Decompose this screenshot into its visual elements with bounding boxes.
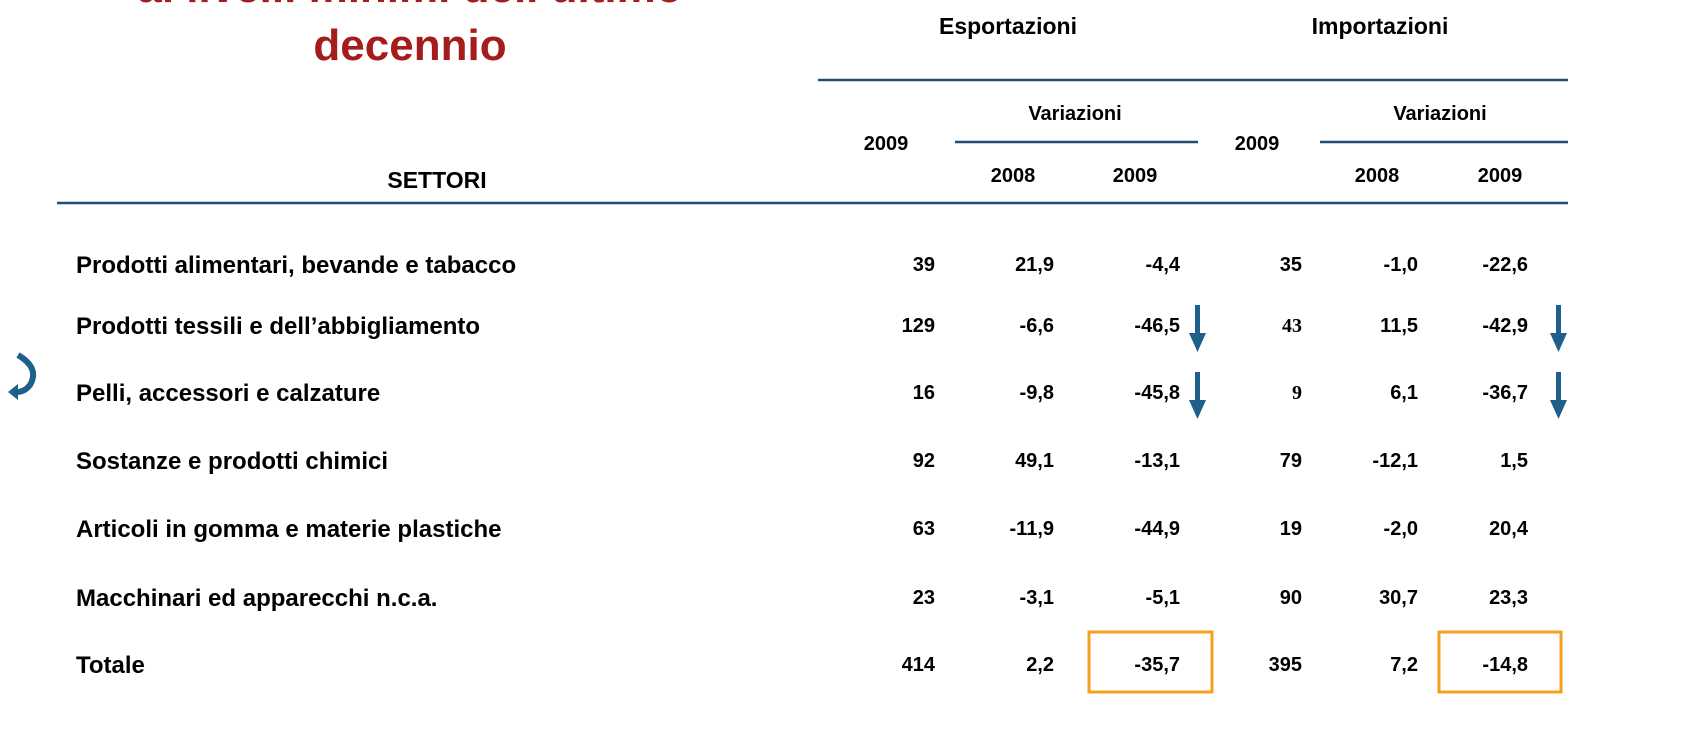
cell: -46,5 <box>1134 315 1180 337</box>
cell: 23 <box>913 587 935 609</box>
return-icon <box>13 352 36 396</box>
cell: -42,9 <box>1482 315 1528 337</box>
row-label: Articoli in gomma e materie plastiche <box>76 516 501 543</box>
cell: 1,5 <box>1500 450 1528 472</box>
row-label: Pelli, accessori e calzature <box>76 380 380 407</box>
sector-header: SETTORI <box>387 167 486 193</box>
cell: 7,2 <box>1390 654 1418 676</box>
row-label: Prodotti tessili e dell’abbigliamento <box>76 313 480 340</box>
title-line: ai livelli minimi dell’ultimo <box>137 0 682 12</box>
cell: -14,8 <box>1482 654 1528 676</box>
year-header: 2009 <box>1478 165 1523 187</box>
cell: -22,6 <box>1482 254 1528 276</box>
cell: 129 <box>902 315 935 337</box>
cell: -4,4 <box>1146 254 1181 276</box>
cell: 90 <box>1280 587 1302 609</box>
cell: 39 <box>913 254 935 276</box>
cell: 11,5 <box>1380 315 1418 337</box>
cell: -6,6 <box>1020 315 1054 337</box>
row-label: Sostanze e prodotti chimici <box>76 448 388 475</box>
cell: 35 <box>1280 254 1302 276</box>
cell: -35,7 <box>1134 654 1180 676</box>
cell: 16 <box>913 382 935 404</box>
title-line: decennio <box>313 21 506 70</box>
cell: -2,0 <box>1384 518 1418 540</box>
group-header: Esportazioni <box>939 13 1077 39</box>
year-header: 2008 <box>991 165 1036 187</box>
cell: 49,1 <box>1015 450 1054 472</box>
year-header: 2009 <box>1113 165 1158 187</box>
cell: -11,9 <box>1010 518 1054 540</box>
cell: 30,7 <box>1379 587 1418 609</box>
cell: 6,1 <box>1390 382 1418 404</box>
cell: 9 <box>1292 382 1302 404</box>
cell: 79 <box>1280 450 1302 472</box>
sub-header: Variazioni <box>1028 103 1121 125</box>
row-label: Macchinari ed apparecchi n.c.a. <box>76 585 437 612</box>
row-label: Prodotti alimentari, bevande e tabacco <box>76 252 516 279</box>
cell: 92 <box>913 450 935 472</box>
year-header: 2009 <box>1235 133 1280 155</box>
cell: 23,3 <box>1489 587 1528 609</box>
row-label: Totale <box>76 652 145 679</box>
cell: 19 <box>1280 518 1302 540</box>
year-header: 2008 <box>1355 165 1400 187</box>
year-header: 2009 <box>864 133 909 155</box>
cell: 43 <box>1282 315 1302 337</box>
cell: 414 <box>902 654 936 676</box>
return-icon <box>8 384 18 400</box>
highlight-box <box>1437 630 1563 694</box>
cell: -3,1 <box>1020 587 1054 609</box>
cell: 20,4 <box>1489 518 1529 540</box>
cell: -1,0 <box>1384 254 1418 276</box>
cell: 21,9 <box>1015 254 1054 276</box>
cell: 395 <box>1269 654 1302 676</box>
arrows <box>1189 305 1567 419</box>
cell: -45,8 <box>1134 382 1180 404</box>
cell: -12,1 <box>1372 450 1418 472</box>
cell: -9,8 <box>1020 382 1054 404</box>
cell: -36,7 <box>1482 382 1528 404</box>
cell: -5,1 <box>1146 587 1180 609</box>
cell: 2,2 <box>1026 654 1054 676</box>
cell: -44,9 <box>1134 518 1180 540</box>
sub-header: Variazioni <box>1393 103 1486 125</box>
cell: 63 <box>913 518 935 540</box>
cell: -13,1 <box>1134 450 1180 472</box>
highlight-box <box>1087 630 1214 694</box>
group-header: Importazioni <box>1312 13 1449 39</box>
